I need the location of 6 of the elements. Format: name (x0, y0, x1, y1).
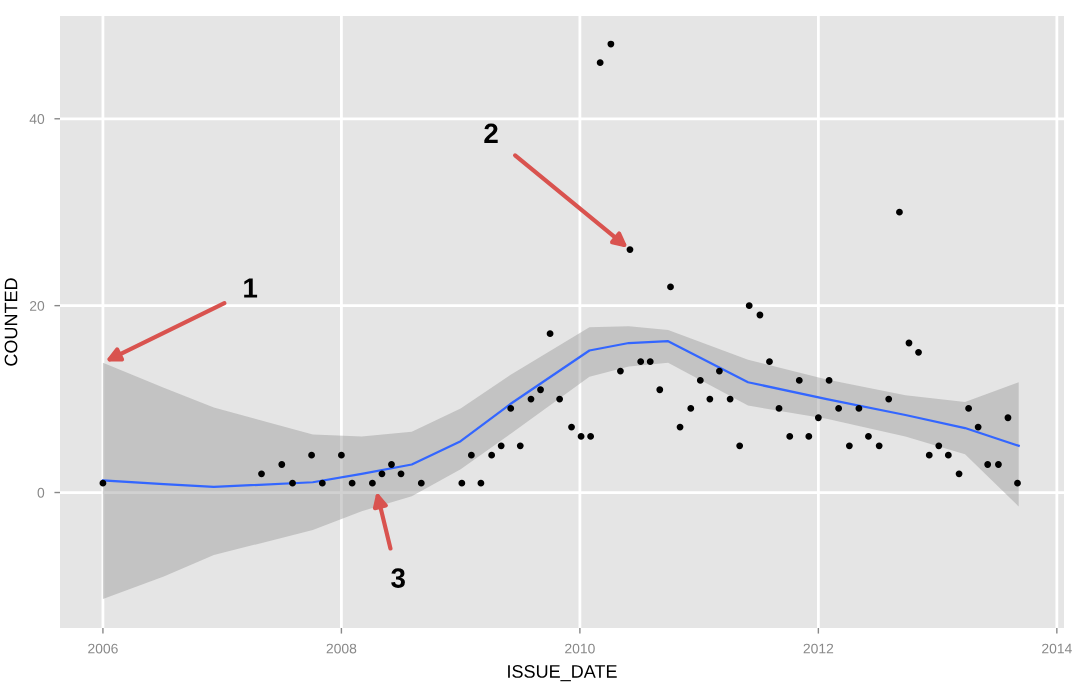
x-axis-title: ISSUE_DATE (508, 665, 617, 682)
annotation: 1 (244, 278, 258, 298)
annotation: 3 (391, 568, 405, 588)
annotation: 2 (484, 123, 498, 143)
y-axis-title: COUNTED (4, 278, 18, 366)
line-series (101, 340, 1020, 489)
